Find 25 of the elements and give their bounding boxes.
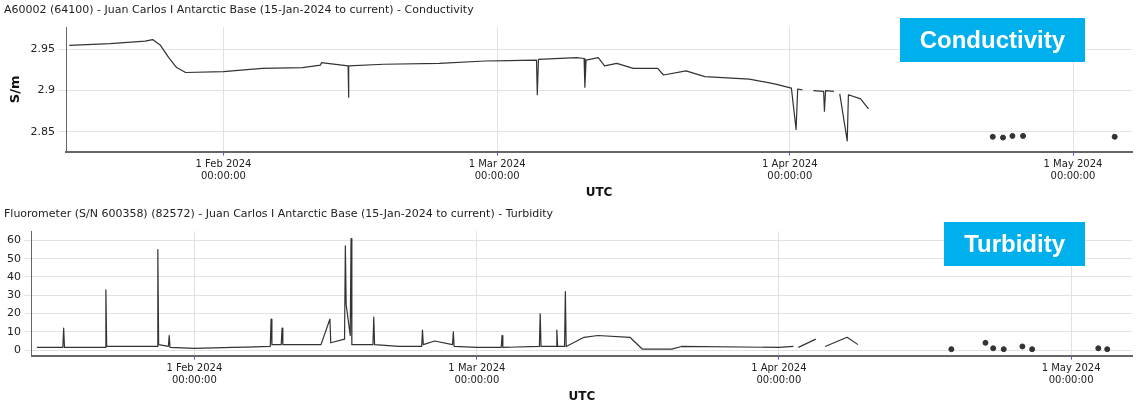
- x-tick-label: 1 Mar 2024 00:00:00: [448, 362, 506, 386]
- y-tick-label: 0: [14, 342, 21, 356]
- x-tick-label: 1 Mar 2024 00:00:00: [468, 158, 526, 182]
- x-tick-label: 1 Feb 2024 00:00:00: [195, 158, 252, 182]
- y-tick-label: 2.85: [30, 124, 56, 138]
- y-axis-title: S/m: [7, 75, 23, 104]
- x-tick-label: 1 May 2024 00:00:00: [1041, 362, 1101, 386]
- x-tick-label: 1 Feb 2024 00:00:00: [166, 362, 223, 386]
- y-tick-label: 30: [7, 288, 21, 302]
- x-tick-label: 1 May 2024 00:00:00: [1043, 158, 1103, 182]
- y-tick-label: 2.95: [30, 42, 56, 56]
- x-tick-label: 1 Apr 2024 00:00:00: [751, 362, 807, 386]
- x-axis-title: UTC: [568, 388, 596, 403]
- y-tick-label: 50: [7, 251, 21, 265]
- x-axis-title: UTC: [585, 184, 613, 199]
- y-tick-label: 2.9: [37, 83, 56, 97]
- x-tick-label: 1 Apr 2024 00:00:00: [762, 158, 818, 182]
- y-tick-label: 20: [7, 306, 21, 320]
- y-tick-label: 40: [7, 269, 21, 283]
- chart-title: Fluorometer (S/N 600358) (82572) - Juan Carlos I Antarctic Base (15-Jan-2024 to current) - Turbidity: [4, 207, 554, 221]
- annotation: Turbidity: [944, 222, 1085, 266]
- y-tick-label: 60: [7, 233, 21, 247]
- annotation: Conductivity: [899, 18, 1085, 62]
- chart-title: A60002 (64100) - Juan Carlos I Antarctic Base (15-Jan-2024 to current) - Conductivity: [4, 3, 475, 17]
- y-tick-label: 10: [7, 324, 21, 338]
